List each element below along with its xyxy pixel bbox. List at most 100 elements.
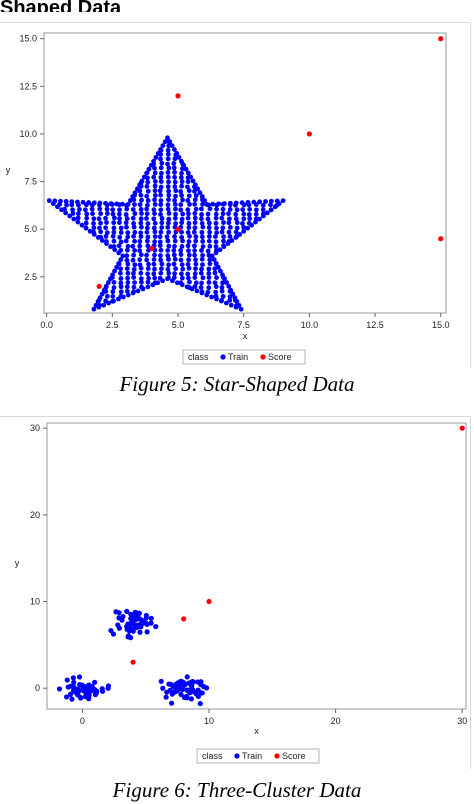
x-tick-label: 2.5 (106, 320, 119, 330)
train-point (111, 244, 117, 249)
train-point (186, 275, 191, 281)
train-point (180, 266, 186, 272)
train-point (185, 175, 191, 181)
train-point (113, 609, 119, 615)
y-tick-label: 7.5 (24, 177, 37, 187)
train-point (91, 229, 96, 235)
train-point (187, 233, 192, 239)
train-point (159, 225, 165, 230)
train-point (144, 206, 150, 212)
train-point (111, 279, 117, 285)
train-point (178, 280, 184, 286)
train-point (213, 211, 219, 217)
score-point (438, 36, 444, 42)
train-point (69, 202, 75, 208)
train-point (64, 202, 69, 208)
train-point (185, 271, 191, 277)
train-point (137, 243, 143, 249)
train-point (189, 678, 196, 685)
train-point (158, 147, 164, 153)
train-point (71, 679, 77, 685)
train-point (173, 206, 178, 212)
train-point (75, 215, 81, 221)
train-point (165, 174, 171, 180)
train-point (192, 197, 198, 203)
train-point (209, 294, 215, 300)
train-point (207, 206, 213, 212)
train-point (213, 284, 219, 290)
train-point (165, 253, 171, 259)
score-point (459, 425, 465, 431)
train-point (199, 248, 204, 253)
train-point (165, 206, 171, 212)
train-point (148, 620, 154, 626)
train-point (76, 674, 83, 680)
train-point (268, 198, 274, 204)
train-point (152, 183, 158, 189)
train-point (130, 628, 136, 634)
train-point (132, 202, 137, 207)
legend-label-score: Score (268, 352, 292, 362)
train-point (89, 202, 95, 208)
y-tick-label: 10 (30, 597, 40, 607)
train-point (158, 253, 163, 258)
train-point (172, 271, 178, 276)
train-point (152, 179, 158, 184)
train-point (165, 238, 171, 244)
train-point (158, 247, 164, 253)
train-point (179, 220, 185, 226)
train-point (157, 275, 163, 281)
train-point (172, 147, 177, 152)
train-point (145, 284, 151, 290)
train-point (97, 206, 103, 212)
train-point (151, 161, 157, 167)
train-point (263, 199, 268, 204)
train-point (97, 302, 102, 308)
train-point (152, 197, 157, 203)
train-point (137, 238, 143, 244)
train-point (260, 207, 266, 213)
train-point (198, 285, 204, 290)
train-point (110, 298, 116, 304)
train-point (172, 184, 178, 189)
train-point (158, 156, 163, 162)
train-point (132, 192, 138, 198)
train-point (227, 297, 233, 303)
train-point (131, 284, 137, 290)
train-point (165, 202, 171, 208)
train-point (178, 202, 184, 207)
train-point (118, 239, 124, 245)
train-point (117, 234, 123, 240)
train-point (167, 687, 173, 693)
train-point (111, 225, 117, 231)
legend-marker-train (234, 753, 240, 759)
train-point (199, 234, 205, 240)
train-point (186, 257, 192, 263)
train-point (151, 261, 157, 267)
train-point (103, 234, 109, 239)
train-point (138, 252, 144, 258)
train-point (98, 234, 104, 240)
train-point (166, 179, 171, 185)
train-point (138, 230, 144, 236)
train-point (141, 618, 147, 624)
train-point (233, 229, 239, 235)
train-point (158, 229, 164, 235)
legend-label-score: Score (282, 751, 306, 761)
train-point (151, 174, 157, 180)
train-point (199, 206, 204, 212)
train-point (63, 199, 69, 204)
train-point (79, 222, 85, 228)
train-point (152, 229, 158, 235)
train-point (117, 207, 122, 213)
train-point (96, 298, 102, 303)
train-point (124, 288, 130, 294)
train-point (120, 253, 126, 259)
train-point (151, 207, 157, 213)
train-point (99, 291, 105, 297)
train-point (124, 608, 130, 614)
train-point (118, 225, 124, 231)
train-point (193, 234, 199, 240)
train-point (227, 216, 232, 222)
train-point (246, 220, 252, 226)
